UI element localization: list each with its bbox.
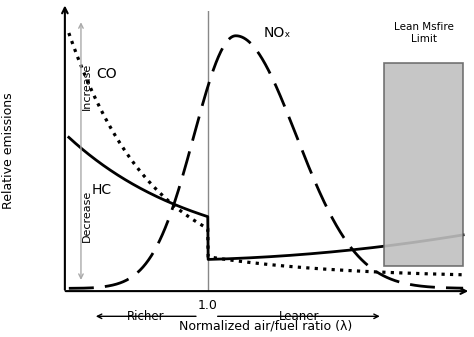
Text: NOₓ: NOₓ bbox=[264, 26, 291, 40]
Text: Lean Msfire
Limit: Lean Msfire Limit bbox=[394, 22, 454, 44]
Text: Richer: Richer bbox=[127, 310, 164, 323]
Text: 1.0: 1.0 bbox=[198, 299, 218, 312]
Text: CO: CO bbox=[97, 67, 117, 81]
Text: Normalized air/fuel ratio (λ): Normalized air/fuel ratio (λ) bbox=[179, 319, 353, 332]
Text: Decrease: Decrease bbox=[82, 189, 92, 242]
Text: Leaner: Leaner bbox=[279, 310, 319, 323]
Bar bbox=[384, 63, 463, 266]
Text: HC: HC bbox=[92, 183, 112, 196]
Text: Increase: Increase bbox=[82, 63, 92, 110]
Text: Relative emissions: Relative emissions bbox=[2, 93, 15, 209]
